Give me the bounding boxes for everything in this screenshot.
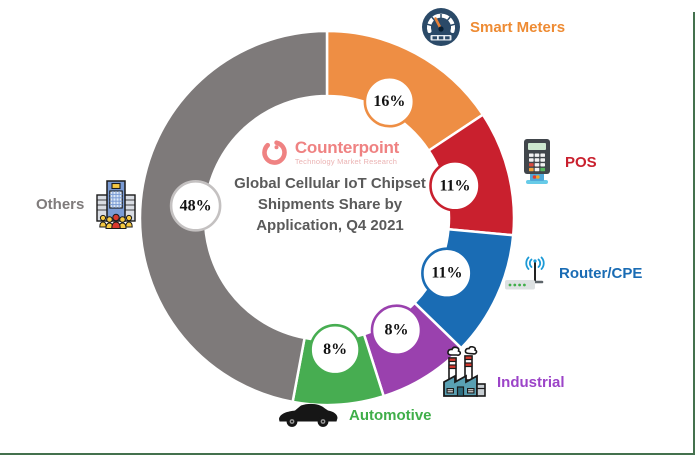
- percent-badge-automotive: [309, 323, 361, 376]
- legend-item-industrial: Industrial: [440, 346, 565, 398]
- chart-center-block: Counterpoint Technology Market Research …: [210, 139, 450, 236]
- legend-item-others: Others: [36, 179, 139, 229]
- percent-label-pos: 11%: [439, 177, 470, 194]
- legend-item-automotive: Automotive: [276, 401, 432, 430]
- company-building-icon: [96, 180, 137, 229]
- legend-item-router: Router/CPE: [504, 254, 642, 292]
- percent-label-others: 48%: [180, 197, 212, 214]
- chart-title-line3: Application, Q4 2021: [256, 217, 404, 234]
- donut-segment-others: [138, 29, 329, 404]
- legend-label-smart-meters: Smart Meters: [470, 18, 566, 36]
- legend-label-others: Others: [36, 195, 85, 213]
- percent-badge-smart-meters: [363, 75, 416, 128]
- chart-title-line1: Global Cellular IoT Chipset: [234, 175, 426, 192]
- frame-border-right: [693, 12, 695, 455]
- logo-name: Counterpoint: [294, 138, 400, 158]
- counterpoint-logo-icon: [262, 140, 287, 165]
- percent-label-automotive: 8%: [323, 341, 347, 358]
- router-icon: [505, 256, 545, 290]
- pos-terminal-icon: [524, 139, 550, 184]
- percent-badge-router-cpe: [421, 247, 473, 300]
- percent-label-smart-meters: 16%: [373, 93, 405, 110]
- factory-icon: [443, 346, 486, 397]
- legend-label-industrial: Industrial: [497, 374, 565, 391]
- frame-border-bottom: [0, 453, 695, 455]
- legend-label-pos: POS: [565, 153, 597, 171]
- legend-label-automotive: Automotive: [349, 407, 432, 424]
- legend-item-smart-meters: Smart Meters: [421, 7, 565, 47]
- percent-label-industrial: 8%: [385, 322, 409, 339]
- percent-badge-others: [169, 180, 222, 232]
- legend-item-pos: POS: [522, 139, 597, 185]
- percent-badge-industrial: [370, 304, 423, 357]
- percent-label-router-cpe: 11%: [431, 265, 462, 282]
- counterpoint-logo: Counterpoint Technology Market Research: [210, 139, 450, 166]
- percent-badge-pos: [429, 160, 481, 212]
- logo-tagline: Technology Market Research: [294, 157, 398, 167]
- car-icon: [279, 403, 338, 427]
- chart-title: Global Cellular IoT Chipset Shipments Sh…: [210, 173, 450, 236]
- chart-title-line2: Shipments Share by: [257, 196, 403, 213]
- legend-label-router-cpe: Router/CPE: [559, 264, 643, 282]
- smart-meter-icon: [422, 8, 460, 46]
